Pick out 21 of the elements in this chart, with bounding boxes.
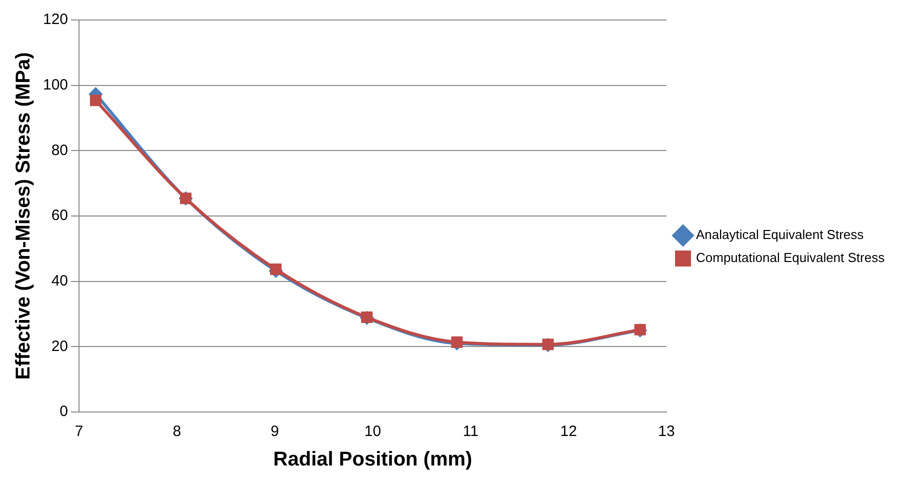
x-tick-label: 13	[658, 423, 675, 440]
y-tick-label: 80	[51, 142, 68, 159]
y-axis-title: Effective (Von-Mises) Stress (MPa)	[12, 52, 35, 380]
x-tick-label: 10	[364, 423, 382, 440]
x-tick-label: 11	[462, 423, 478, 440]
x-axis-title: Radial Position (mm)	[273, 448, 472, 471]
legend-label: Computational Equivalent Stress	[696, 250, 886, 266]
point	[451, 336, 463, 348]
y-tick-label: 40	[51, 272, 68, 290]
y-tick-label: 120	[42, 11, 68, 28]
point	[90, 94, 102, 106]
x-tick-label: 12	[560, 423, 577, 440]
y-tick-label: 100	[42, 76, 68, 94]
x-tick-label: 7	[74, 423, 84, 440]
x-tick-label: 8	[172, 423, 182, 440]
legend-label: Analaytical Equivalent Stress	[696, 227, 864, 242]
x-tick-label: 9	[270, 423, 280, 440]
y-tick-label: 20	[51, 338, 68, 355]
point	[270, 264, 282, 275]
y-tick-label: 60	[51, 207, 68, 224]
y-tick-label: 0	[60, 403, 68, 420]
